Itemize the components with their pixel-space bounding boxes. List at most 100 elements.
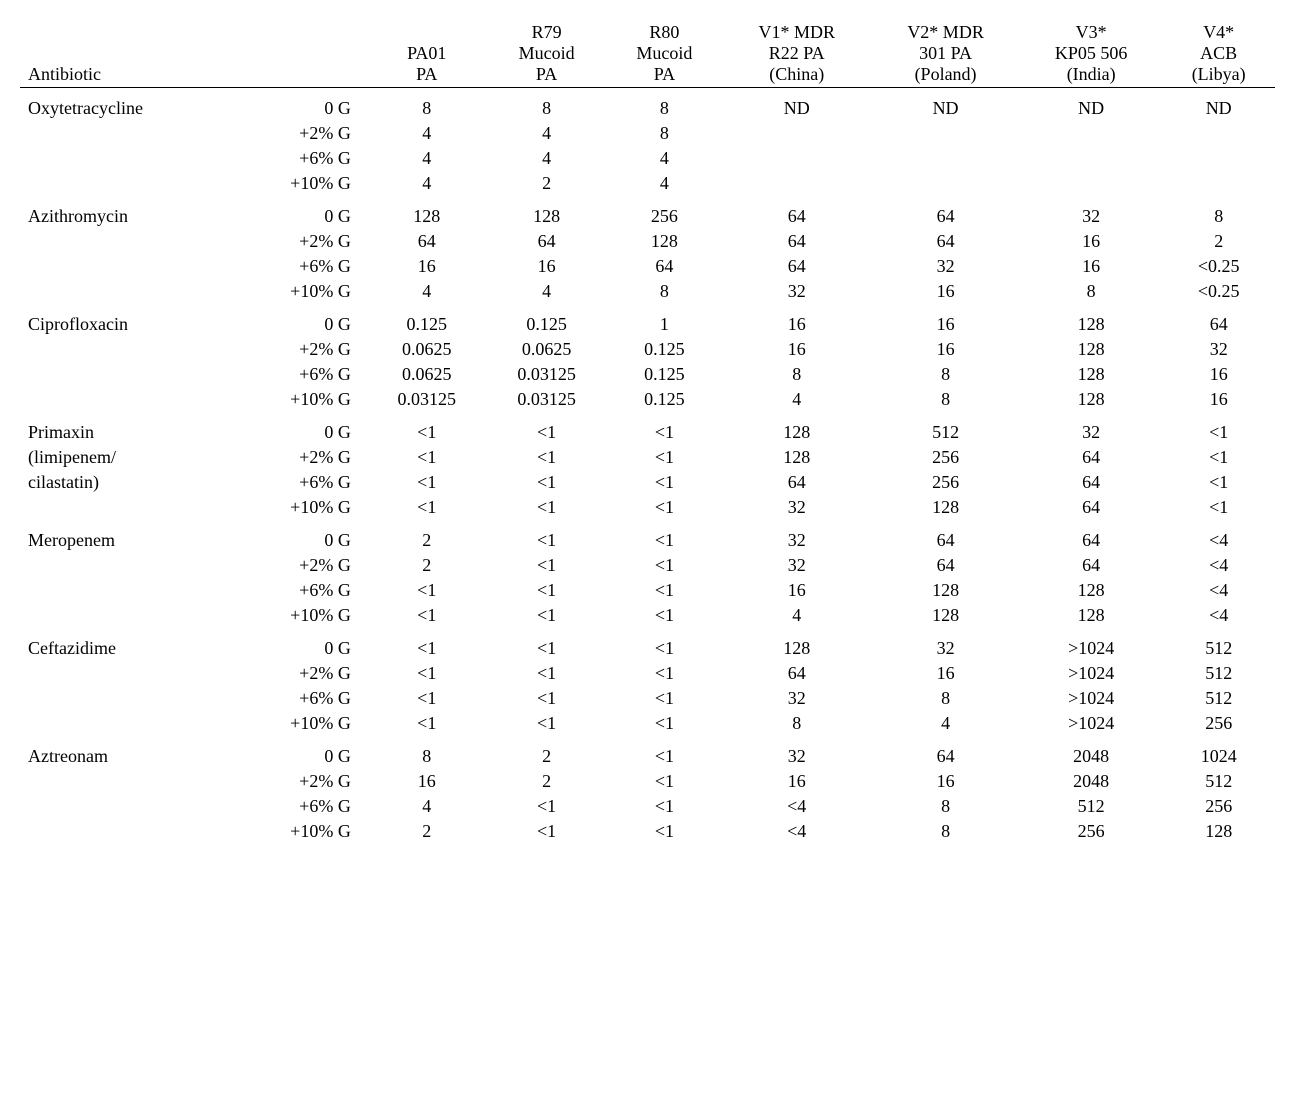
value-cell: <1: [367, 578, 487, 603]
value-cell: 64: [722, 196, 871, 229]
antibiotic-name: [20, 819, 231, 844]
value-cell: 32: [722, 736, 871, 769]
value-cell: <4: [1162, 520, 1275, 553]
value-cell: 64: [722, 470, 871, 495]
value-cell: [871, 146, 1020, 171]
antibiotic-name: [20, 578, 231, 603]
value-cell: 8: [367, 736, 487, 769]
value-cell: 8: [871, 819, 1020, 844]
value-cell: <1: [607, 736, 723, 769]
value-cell: 128: [1020, 337, 1162, 362]
value-cell: <1: [1162, 470, 1275, 495]
antibiotic-name: [20, 362, 231, 387]
value-cell: [1162, 146, 1275, 171]
value-cell: 4: [607, 146, 723, 171]
value-cell: 64: [367, 229, 487, 254]
value-cell: 16: [1162, 387, 1275, 412]
value-cell: <1: [487, 578, 607, 603]
condition-label: +6% G: [231, 794, 367, 819]
value-cell: [722, 121, 871, 146]
antibiotic-name: [20, 279, 231, 304]
value-cell: 64: [1020, 445, 1162, 470]
value-cell: 256: [871, 445, 1020, 470]
value-cell: 8: [607, 88, 723, 122]
value-cell: <1: [607, 769, 723, 794]
antibiotic-name: Aztreonam: [20, 736, 231, 769]
table-row: +10% G0.031250.031250.1254812816: [20, 387, 1275, 412]
condition-label: +10% G: [231, 387, 367, 412]
value-cell: 0.0625: [487, 337, 607, 362]
value-cell: 8: [367, 88, 487, 122]
antibiotic-name: [20, 171, 231, 196]
value-cell: 32: [722, 495, 871, 520]
value-cell: 8: [487, 88, 607, 122]
value-cell: 512: [1162, 661, 1275, 686]
value-cell: 8: [607, 279, 723, 304]
value-cell: 0.125: [607, 362, 723, 387]
value-cell: <4: [1162, 578, 1275, 603]
value-cell: 32: [722, 520, 871, 553]
value-cell: 8: [1020, 279, 1162, 304]
value-cell: 64: [1020, 470, 1162, 495]
value-cell: 128: [722, 628, 871, 661]
value-cell: 0.125: [487, 304, 607, 337]
value-cell: 16: [871, 661, 1020, 686]
value-cell: 512: [1162, 686, 1275, 711]
condition-label: +2% G: [231, 553, 367, 578]
value-cell: 2: [367, 520, 487, 553]
value-cell: <1: [607, 470, 723, 495]
value-cell: <1: [607, 661, 723, 686]
value-cell: <1: [607, 628, 723, 661]
table-row: +2% G<1<1<16416>1024512: [20, 661, 1275, 686]
value-cell: 32: [871, 628, 1020, 661]
antibiotic-name: [20, 769, 231, 794]
value-cell: <1: [607, 578, 723, 603]
table-row: Meropenem0 G2<1<1326464<4: [20, 520, 1275, 553]
value-cell: <1: [367, 412, 487, 445]
antibiotic-name: [20, 495, 231, 520]
value-cell: [722, 171, 871, 196]
value-cell: 64: [871, 229, 1020, 254]
value-cell: <1: [487, 445, 607, 470]
condition-label: +6% G: [231, 362, 367, 387]
value-cell: <1: [487, 794, 607, 819]
table-row: +10% G2<1<1<48256128: [20, 819, 1275, 844]
value-cell: 0.0625: [367, 362, 487, 387]
value-cell: <0.25: [1162, 254, 1275, 279]
value-cell: 1: [607, 304, 723, 337]
value-cell: 128: [871, 578, 1020, 603]
value-cell: 64: [1020, 495, 1162, 520]
value-cell: 512: [871, 412, 1020, 445]
value-cell: <1: [367, 711, 487, 736]
condition-label: +2% G: [231, 769, 367, 794]
value-cell: [1020, 121, 1162, 146]
value-cell: <1: [607, 819, 723, 844]
value-cell: 128: [1162, 819, 1275, 844]
condition-label: 0 G: [231, 88, 367, 122]
value-cell: 4: [367, 171, 487, 196]
value-cell: 128: [1020, 387, 1162, 412]
table-row: +6% G161664643216<0.25: [20, 254, 1275, 279]
table-row: +10% G<1<1<184>1024256: [20, 711, 1275, 736]
antibiotic-name: [20, 146, 231, 171]
value-cell: ND: [871, 88, 1020, 122]
table-row: cilastatin)+6% G<1<1<16425664<1: [20, 470, 1275, 495]
antibiotic-name: (limipenem/: [20, 445, 231, 470]
value-cell: 32: [722, 553, 871, 578]
value-cell: <1: [1162, 445, 1275, 470]
value-cell: <1: [367, 445, 487, 470]
table-row: Ciprofloxacin0 G0.1250.1251161612864: [20, 304, 1275, 337]
condition-label: 0 G: [231, 520, 367, 553]
value-cell: 8: [871, 686, 1020, 711]
value-cell: 128: [487, 196, 607, 229]
table-row: +6% G0.06250.031250.1258812816: [20, 362, 1275, 387]
value-cell: 8: [607, 121, 723, 146]
condition-label: +10% G: [231, 819, 367, 844]
value-cell: [1020, 171, 1162, 196]
value-cell: 32: [1162, 337, 1275, 362]
antibiotic-name: Ciprofloxacin: [20, 304, 231, 337]
value-cell: 0.125: [607, 387, 723, 412]
value-cell: 8: [871, 362, 1020, 387]
table-row: +6% G<1<1<1328>1024512: [20, 686, 1275, 711]
table-row: Azithromycin0 G1281282566464328: [20, 196, 1275, 229]
